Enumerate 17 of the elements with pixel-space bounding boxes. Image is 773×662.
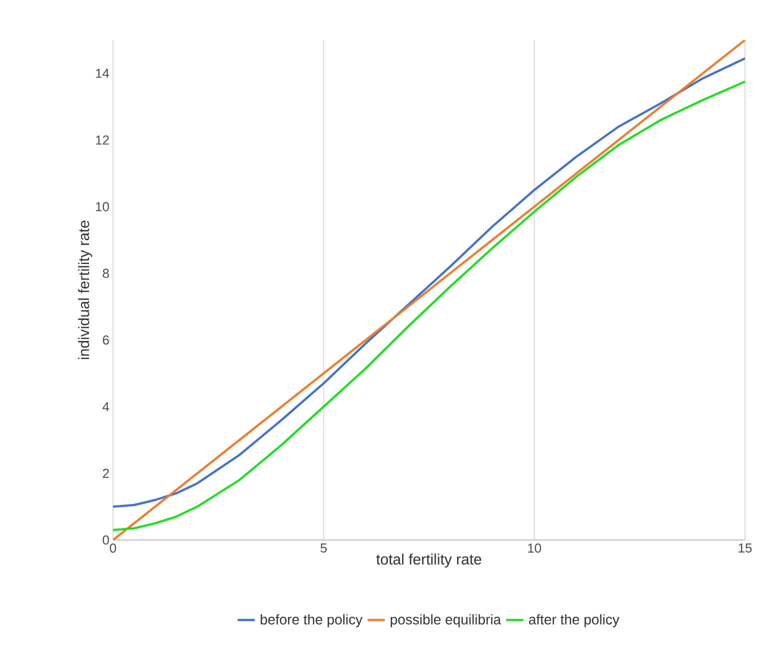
y-tick-label: 8	[102, 268, 109, 278]
y-tick-label: 10	[96, 202, 109, 212]
legend-label: before the policy	[260, 614, 363, 628]
y-tick-label: 12	[96, 135, 109, 145]
y-tick-label: 0	[102, 535, 109, 545]
legend-label: after the policy	[528, 614, 620, 628]
y-tick-label: 2	[102, 468, 109, 478]
y-tick-label: 4	[102, 402, 110, 412]
x-tick-label: 15	[738, 544, 752, 553]
x-tick-label: 0	[110, 544, 116, 553]
x-axis-title: total fertility rate	[376, 554, 482, 568]
x-tick-label: 5	[320, 544, 327, 553]
x-tick-label: 10	[528, 544, 542, 553]
y-tick-label: 14	[96, 68, 110, 78]
y-axis-title: individual fertility rate	[78, 220, 92, 360]
legend-label: possible equilibria	[390, 614, 502, 628]
y-tick-label: 6	[102, 335, 109, 345]
